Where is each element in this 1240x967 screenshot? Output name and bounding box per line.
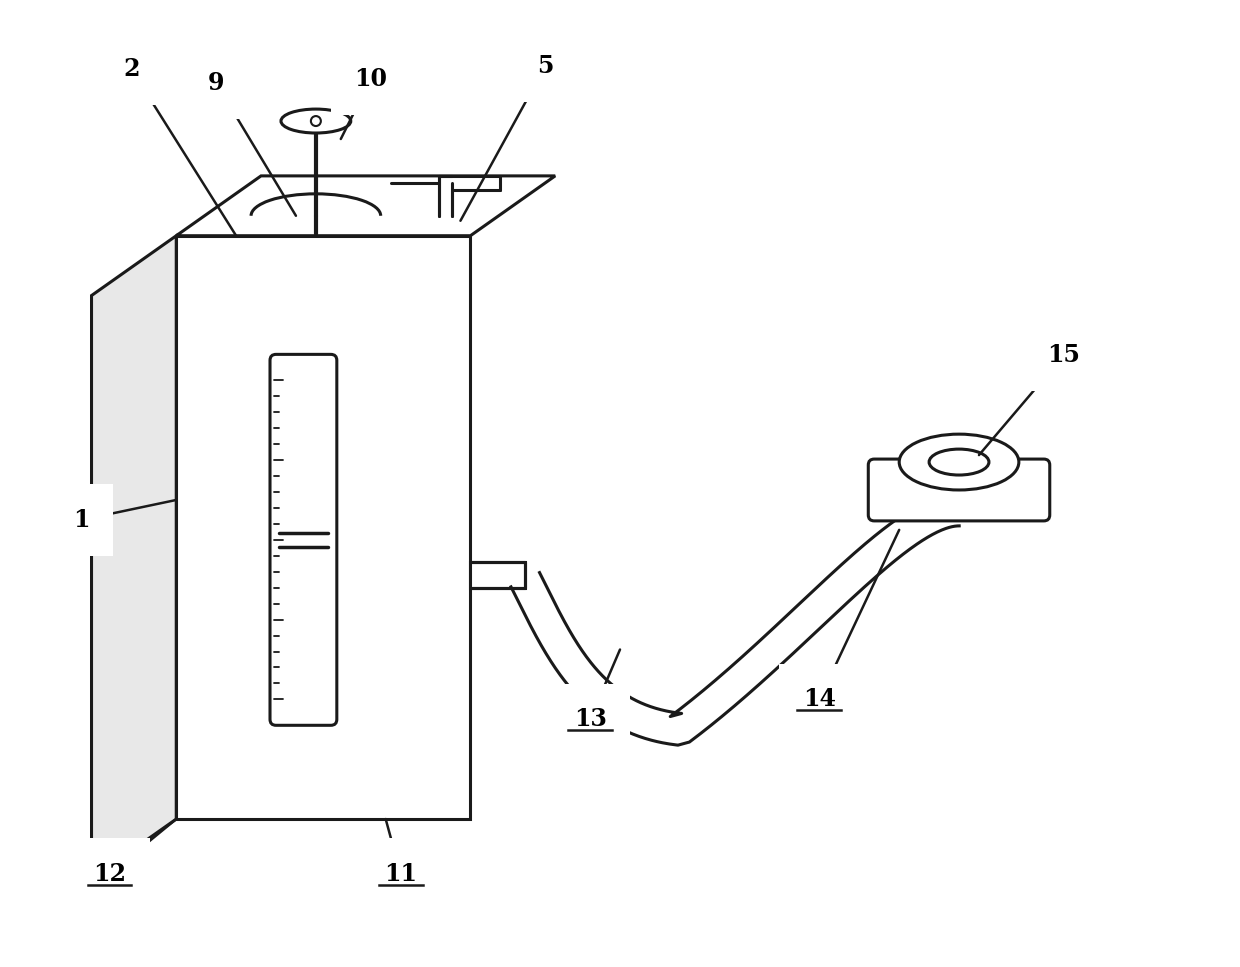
Text: 12: 12 xyxy=(93,862,126,886)
FancyBboxPatch shape xyxy=(270,354,337,725)
Polygon shape xyxy=(470,562,526,588)
Polygon shape xyxy=(511,494,960,746)
Text: 10: 10 xyxy=(355,67,387,91)
Polygon shape xyxy=(92,236,176,879)
Polygon shape xyxy=(176,176,556,236)
Ellipse shape xyxy=(899,434,1019,490)
Text: 5: 5 xyxy=(537,54,553,78)
Polygon shape xyxy=(439,177,500,216)
Text: 14: 14 xyxy=(804,688,836,712)
Text: 2: 2 xyxy=(123,57,140,81)
Text: 9: 9 xyxy=(208,72,224,95)
Ellipse shape xyxy=(281,109,351,133)
Circle shape xyxy=(311,116,321,126)
Polygon shape xyxy=(176,236,470,819)
Text: 1: 1 xyxy=(73,508,89,532)
Text: 11: 11 xyxy=(384,862,417,886)
FancyBboxPatch shape xyxy=(868,459,1050,521)
Ellipse shape xyxy=(929,449,990,475)
Text: 15: 15 xyxy=(1048,343,1080,367)
Text: 13: 13 xyxy=(574,707,606,731)
